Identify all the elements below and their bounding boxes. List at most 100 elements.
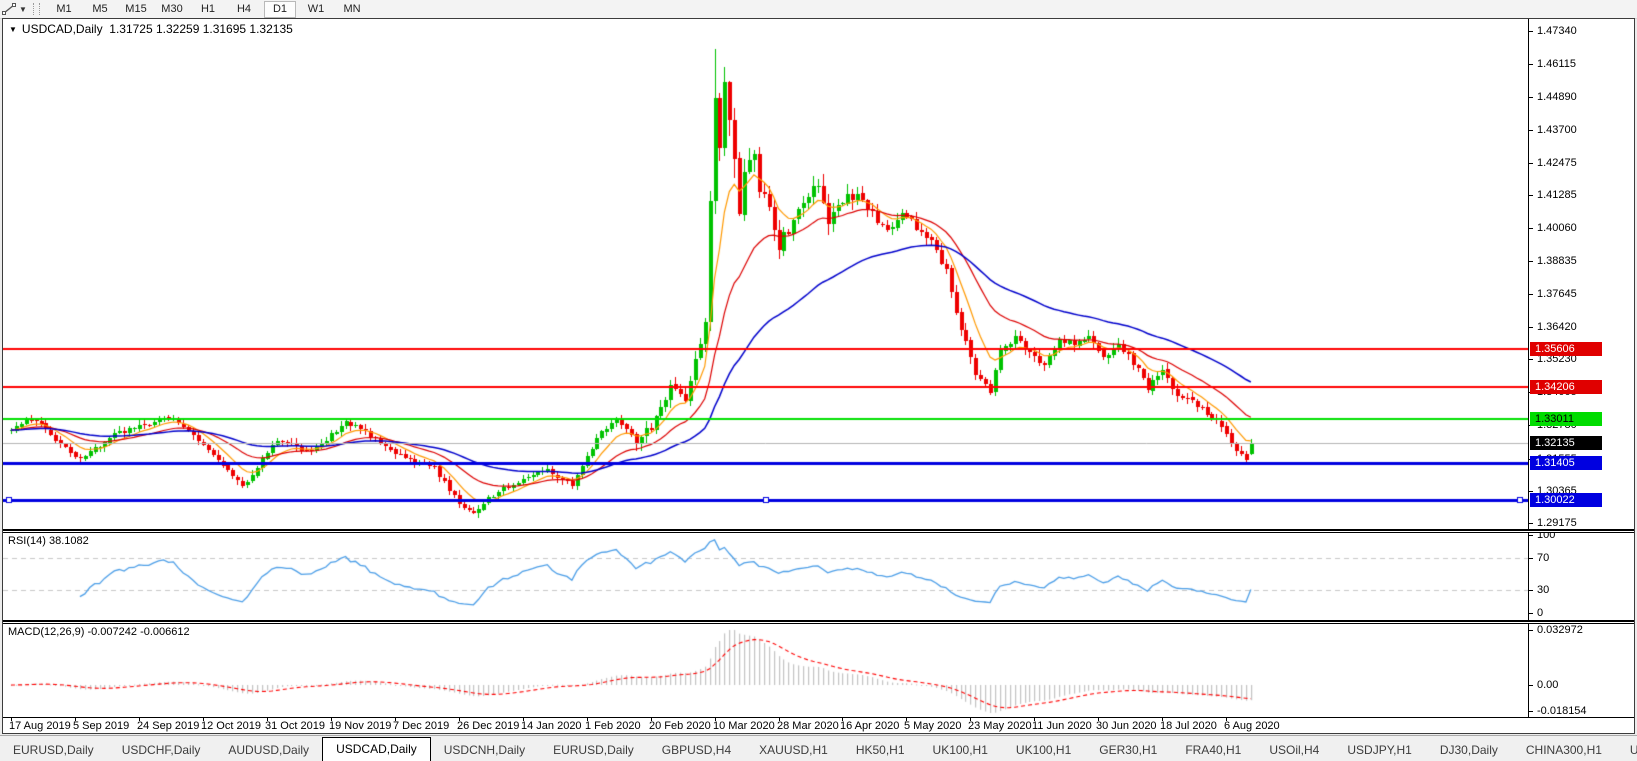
symbol-tab-ger30-h1[interactable]: GER30,H1 xyxy=(1099,743,1158,757)
price-axis-tick xyxy=(1529,359,1533,360)
price-tick-label: 1.43700 xyxy=(1537,124,1577,136)
macd-axis-tick xyxy=(1529,630,1533,631)
date-axis-tick xyxy=(1098,717,1099,721)
macd-panel-canvas[interactable] xyxy=(3,624,1528,717)
chart-title: ▼ USDCAD,Daily 1.31725 1.32259 1.31695 1.… xyxy=(9,22,293,36)
price-axis-tick xyxy=(1529,163,1533,164)
price-tick-label: 1.38835 xyxy=(1537,255,1577,267)
toolbar-grip[interactable] xyxy=(33,3,40,15)
date-tick-label: 31 Oct 2019 xyxy=(265,720,325,732)
date-tick-label: 14 Jan 2020 xyxy=(521,720,582,732)
timeframe-button-M1[interactable]: M1 xyxy=(56,2,72,15)
chart-title-symbol: USDCAD,Daily xyxy=(21,22,103,36)
timeframe-button-M5[interactable]: M5 xyxy=(92,2,108,15)
timeframe-button-MN[interactable]: MN xyxy=(343,2,361,15)
rsi-panel-canvas[interactable] xyxy=(3,533,1528,620)
rsi-axis-tick xyxy=(1529,558,1533,559)
price-tag-1.30022: 1.30022 xyxy=(1530,493,1602,507)
price-tick-label: 1.42475 xyxy=(1537,157,1577,169)
date-axis-tick xyxy=(715,717,716,721)
date-tick-label: 5 Sep 2019 xyxy=(73,720,130,732)
date-tick-label: 17 Aug 2019 xyxy=(9,720,71,732)
rsi-tick-label: 70 xyxy=(1537,552,1550,564)
symbol-tab-eurusd-daily[interactable]: EURUSD,Daily xyxy=(553,743,634,757)
main-chart-canvas[interactable] xyxy=(3,19,1528,529)
symbol-tab-usdchf-daily[interactable]: USDCHF,Daily xyxy=(121,743,201,757)
symbol-tab-uk100-h1[interactable]: UK100,H1 xyxy=(1015,743,1072,757)
date-tick-label: 28 Mar 2020 xyxy=(777,720,839,732)
date-axis-tick xyxy=(11,717,12,721)
symbol-tab-dj30-daily[interactable]: DJ30,Daily xyxy=(1439,743,1498,757)
date-tick-label: 6 Aug 2020 xyxy=(1224,720,1280,732)
price-tick-label: 1.37645 xyxy=(1537,288,1577,300)
date-tick-label: 30 Jun 2020 xyxy=(1096,720,1157,732)
symbol-tab-xauusd-h1[interactable]: XAUUSD,H1 xyxy=(759,743,828,757)
macd-tick-label: 0.032972 xyxy=(1537,624,1583,636)
symbol-tab-usdcnh-daily[interactable]: USDCNH,Daily xyxy=(443,743,526,757)
date-axis-tick xyxy=(906,717,907,721)
price-axis-tick xyxy=(1529,64,1533,65)
date-axis-tick xyxy=(651,717,652,721)
timeframe-button-M30[interactable]: M30 xyxy=(161,2,183,15)
rsi-axis-tick xyxy=(1529,613,1533,614)
price-axis-tick xyxy=(1529,261,1533,262)
price-tick-label: 1.46115 xyxy=(1537,58,1576,70)
symbol-tab-usdjpy-h1[interactable]: USDJPY,H1 xyxy=(1347,743,1412,757)
price-tag-1.32135: 1.32135 xyxy=(1530,436,1602,450)
symbol-tab-usoil-h4[interactable]: USOil,H4 xyxy=(1269,743,1320,757)
trendline-tool-icon[interactable] xyxy=(1,2,17,16)
price-axis-tick xyxy=(1529,228,1533,229)
rsi-label: RSI(14) 38.1082 xyxy=(8,535,89,547)
date-tick-label: 23 May 2020 xyxy=(968,720,1032,732)
symbol-tab-uk100-h1[interactable]: UK100,H1 xyxy=(932,743,988,757)
date-axis-tick xyxy=(1226,717,1227,721)
price-axis-tick xyxy=(1529,294,1533,295)
price-axis-tick xyxy=(1529,195,1533,196)
symbol-tab-bar: EURUSD,Daily USDCHF,Daily AUDUSD,Daily USDC… xyxy=(0,735,1637,761)
symbol-dropdown-icon[interactable]: ▼ xyxy=(9,25,17,34)
symbol-tab-fra40-h1[interactable]: FRA40,H1 xyxy=(1185,743,1242,757)
symbol-tab-hk50-h1[interactable]: HK50,H1 xyxy=(855,743,905,757)
panel-splitter[interactable] xyxy=(3,529,1634,533)
symbol-tab-usoil-h1[interactable]: USOil,H1 xyxy=(1629,743,1637,757)
rsi-axis-tick xyxy=(1529,535,1533,536)
date-axis-tick xyxy=(331,717,332,721)
price-tick-label: 1.44890 xyxy=(1537,91,1577,103)
timeframe-button-D1[interactable]: D1 xyxy=(264,0,296,18)
price-tick-label: 1.40060 xyxy=(1537,222,1577,234)
symbol-tab-audusd-daily[interactable]: AUDUSD,Daily xyxy=(228,743,310,757)
timeframe-button-M15[interactable]: M15 xyxy=(125,2,147,15)
tool-dropdown-arrow-icon[interactable]: ▼ xyxy=(19,4,27,14)
time-axis-line xyxy=(3,717,1634,718)
timeframe-button-W1[interactable]: W1 xyxy=(307,2,325,15)
date-tick-label: 10 Mar 2020 xyxy=(713,720,775,732)
price-tick-label: 1.36420 xyxy=(1537,321,1577,333)
rsi-tick-label: 30 xyxy=(1537,584,1550,596)
date-tick-label: 16 Apr 2020 xyxy=(840,720,900,732)
date-tick-label: 18 Jul 2020 xyxy=(1160,720,1217,732)
date-axis-tick xyxy=(842,717,843,721)
symbol-tab-eurusd-daily[interactable]: EURUSD,Daily xyxy=(13,743,94,757)
price-tick-label: 1.35230 xyxy=(1537,353,1577,365)
symbol-tab-china300-h1[interactable]: CHINA300,H1 xyxy=(1525,743,1602,757)
macd-axis-tick xyxy=(1529,711,1533,712)
price-tick-label: 1.41285 xyxy=(1537,189,1577,201)
date-tick-label: 5 May 2020 xyxy=(904,720,962,732)
symbol-tab-gbpusd-h4[interactable]: GBPUSD,H4 xyxy=(661,743,732,757)
timeframe-button-H4[interactable]: H4 xyxy=(236,2,252,15)
date-axis-tick xyxy=(75,717,76,721)
date-axis-tick xyxy=(523,717,524,721)
price-axis-tick xyxy=(1529,327,1533,328)
timeframe-button-H1[interactable]: H1 xyxy=(200,2,216,15)
date-tick-label: 20 Feb 2020 xyxy=(649,720,711,732)
symbol-tab-usdcad-daily[interactable]: USDCAD,Daily xyxy=(322,737,431,761)
panel-splitter[interactable] xyxy=(3,620,1634,624)
date-axis-tick xyxy=(779,717,780,721)
date-tick-label: 12 Oct 2019 xyxy=(201,720,261,732)
price-tick-label: 1.47340 xyxy=(1537,25,1577,37)
price-tag-1.31405: 1.31405 xyxy=(1530,456,1602,470)
price-axis-tick xyxy=(1529,97,1533,98)
date-axis-tick xyxy=(587,717,588,721)
date-axis-tick xyxy=(1162,717,1163,721)
